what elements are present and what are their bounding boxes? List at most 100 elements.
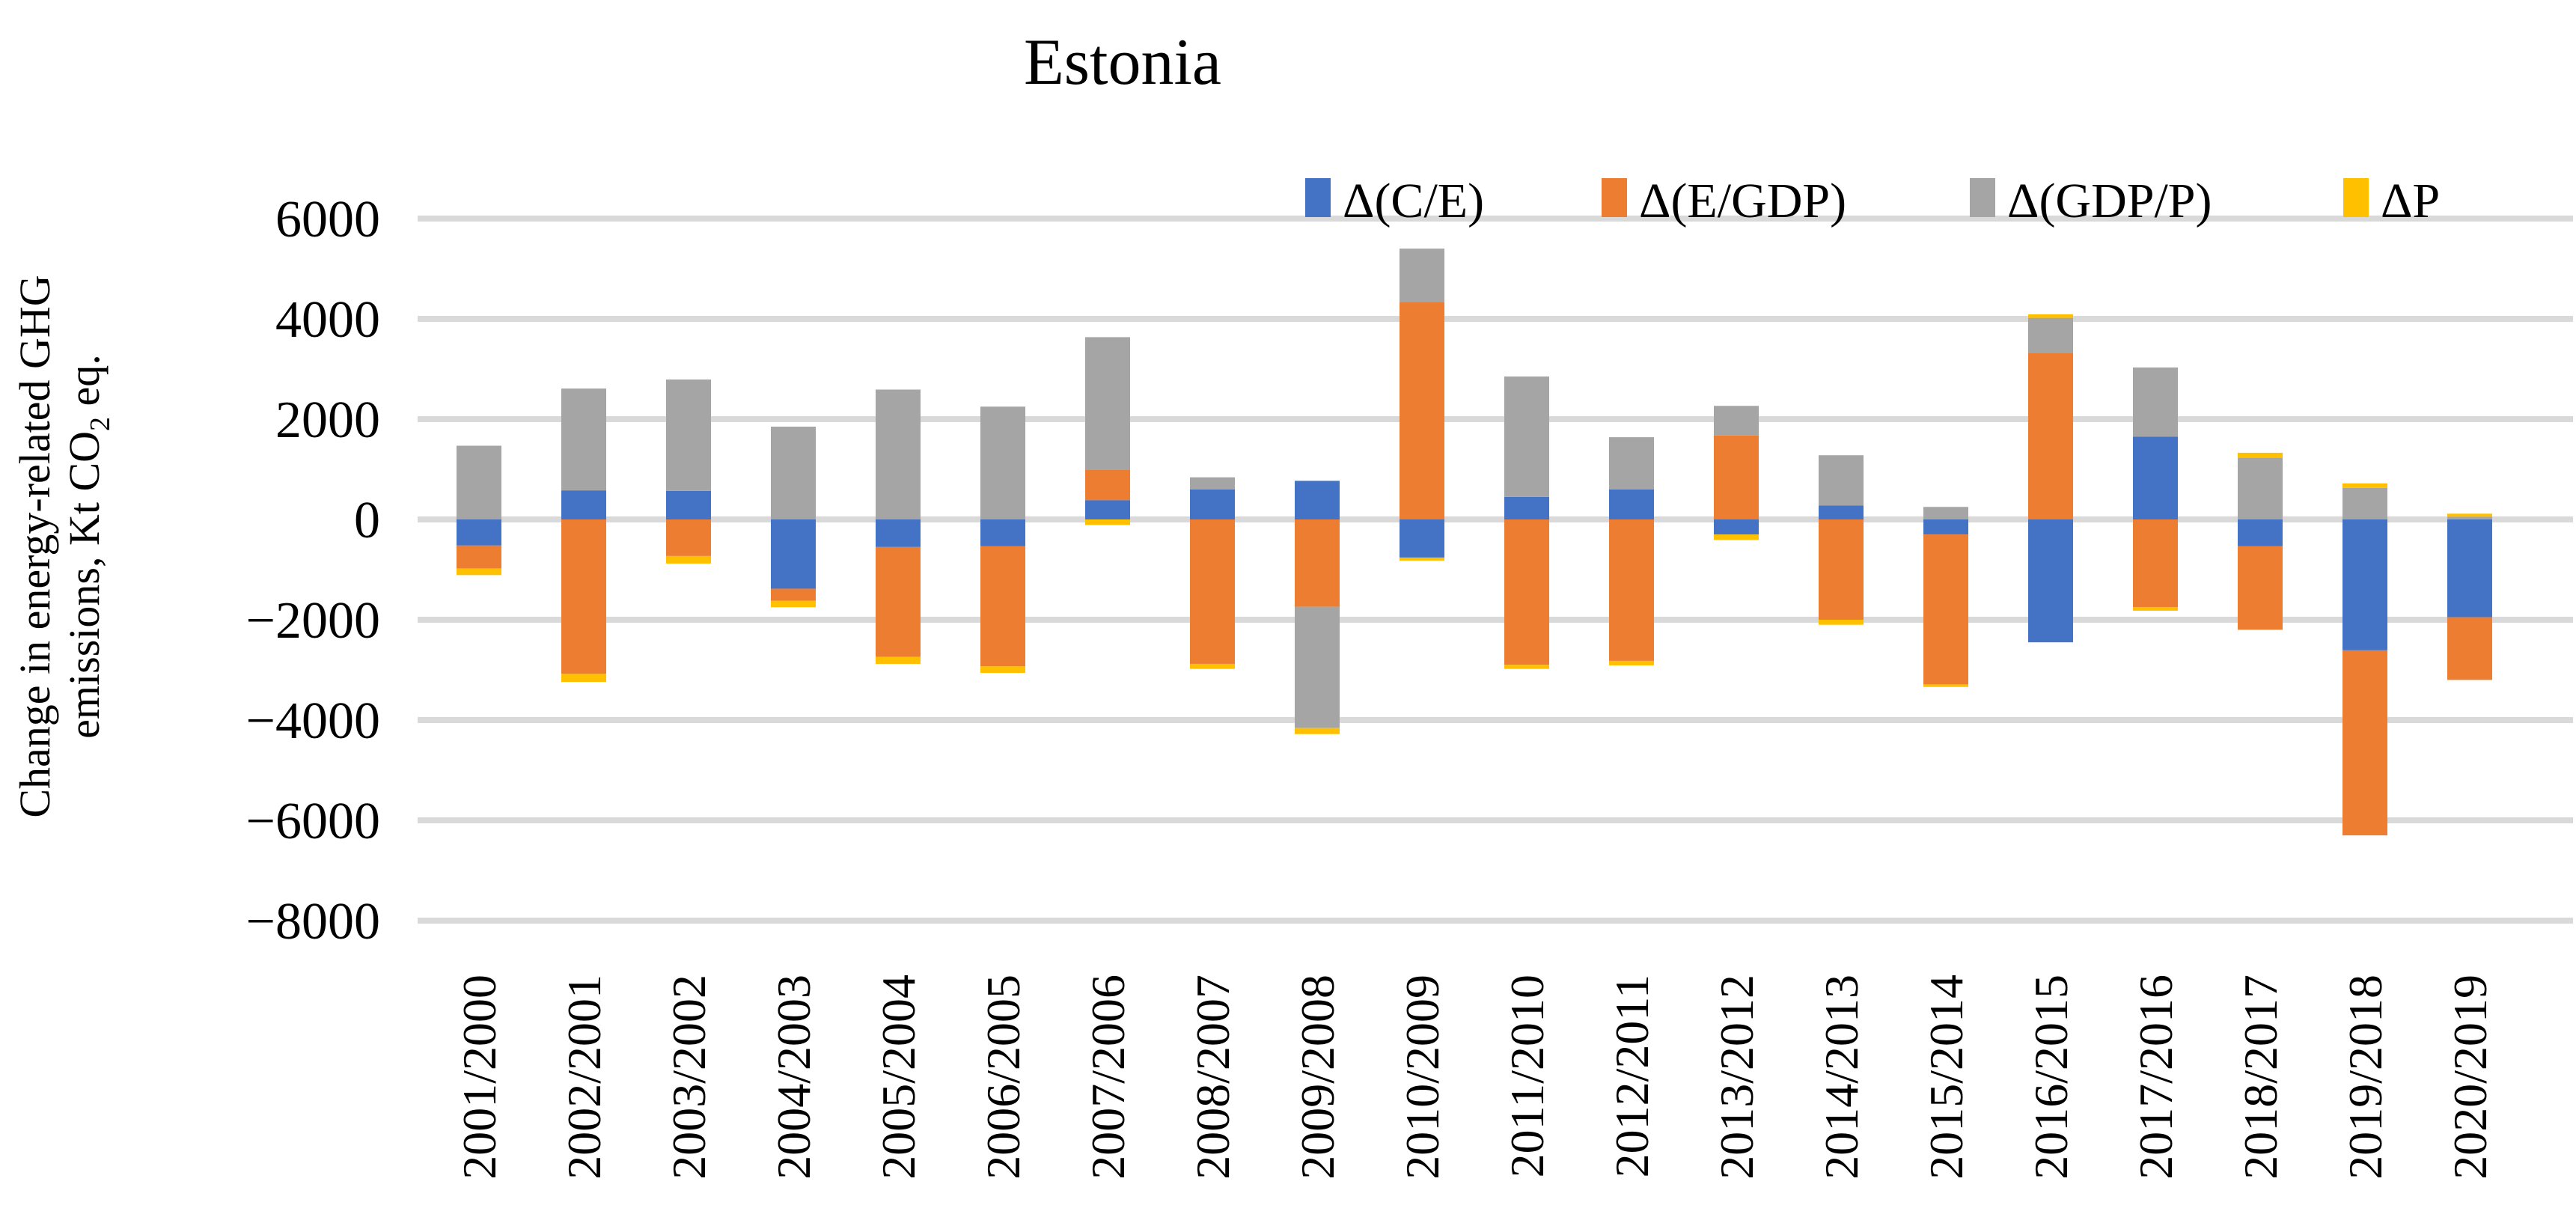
- gridline--2000: [418, 617, 2573, 623]
- bar-segment-2014/2013-Δ(C/E)[interactable]: [1819, 505, 1864, 519]
- bar-segment-2011/2010-ΔP[interactable]: [1504, 665, 1549, 669]
- bar-segment-2003/2002-Δ(GDP/P)[interactable]: [666, 379, 711, 491]
- bar-segment-2003/2002-Δ(E/GDP)[interactable]: [666, 519, 711, 556]
- legend-label-Δ(E/GDP)[interactable]: Δ(E/GDP): [1639, 174, 1846, 228]
- bar-segment-2016/2015-Δ(GDP/P)[interactable]: [2028, 317, 2073, 353]
- y-axis-tick-labels: 6000 4000 2000 0 −2000 −4000 −6000 −8000: [246, 191, 380, 951]
- bar-segment-2007/2006-Δ(C/E)[interactable]: [1085, 500, 1130, 519]
- bar-segment-2019/2018-Δ(C/E)[interactable]: [2342, 519, 2387, 650]
- bar-segment-2014/2013-ΔP[interactable]: [1819, 620, 1864, 625]
- bar-segment-2003/2002-ΔP[interactable]: [666, 555, 711, 564]
- bar-segment-2008/2007-Δ(GDP/P)[interactable]: [1190, 477, 1235, 490]
- bar-segment-2014/2013-Δ(GDP/P)[interactable]: [1819, 455, 1864, 506]
- bar-segment-2017/2016-Δ(C/E)[interactable]: [2133, 436, 2178, 519]
- bar-segment-2012/2011-ΔP[interactable]: [1609, 660, 1654, 665]
- bar-segment-2017/2016-Δ(E/GDP)[interactable]: [2133, 519, 2178, 608]
- bar-segment-2001/2000-Δ(E/GDP)[interactable]: [457, 545, 501, 569]
- bar-segment-2011/2010-Δ(C/E)[interactable]: [1504, 496, 1549, 519]
- bar-segment-2004/2003-ΔP[interactable]: [771, 600, 816, 608]
- x-tick-label-2018/2017: 2018/2017: [2234, 975, 2287, 1180]
- x-tick-label-2006/2005: 2006/2005: [977, 975, 1030, 1180]
- bar-segment-2010/2009-ΔP[interactable]: [1400, 557, 1444, 561]
- bars: [457, 248, 2492, 836]
- bar-segment-2009/2008-ΔP[interactable]: [1295, 728, 1340, 734]
- x-tick-label-2009/2008: 2009/2008: [1291, 975, 1344, 1180]
- bar-segment-2011/2010-Δ(E/GDP)[interactable]: [1504, 519, 1549, 665]
- bar-segment-2013/2012-Δ(GDP/P)[interactable]: [1714, 406, 1759, 436]
- x-tick-label-2016/2015: 2016/2015: [2024, 975, 2078, 1180]
- bar-segment-2004/2003-Δ(C/E)[interactable]: [771, 519, 816, 589]
- bar-segment-2017/2016-ΔP[interactable]: [2133, 607, 2178, 611]
- bar-segment-2016/2015-Δ(E/GDP)[interactable]: [2028, 353, 2073, 519]
- bar-segment-2013/2012-Δ(C/E)[interactable]: [1714, 519, 1759, 535]
- bar-segment-2020/2019-Δ(E/GDP)[interactable]: [2447, 617, 2492, 680]
- bar-segment-2006/2005-Δ(E/GDP)[interactable]: [980, 546, 1025, 667]
- bar-segment-2008/2007-Δ(E/GDP)[interactable]: [1190, 519, 1235, 664]
- x-tick-label-2017/2016: 2017/2016: [2129, 975, 2182, 1180]
- bar-segment-2015/2014-Δ(C/E)[interactable]: [1923, 519, 1968, 535]
- legend-label-Δ(C/E)[interactable]: Δ(C/E): [1343, 174, 1484, 228]
- bar-segment-2006/2005-ΔP[interactable]: [980, 666, 1025, 674]
- bar-segment-2015/2014-ΔP[interactable]: [1923, 684, 1968, 687]
- bar-segment-2019/2018-ΔP[interactable]: [2342, 483, 2387, 488]
- bar-segment-2018/2017-ΔP[interactable]: [2238, 452, 2283, 458]
- bar-segment-2007/2006-Δ(GDP/P)[interactable]: [1085, 337, 1130, 470]
- bar-segment-2017/2016-Δ(GDP/P)[interactable]: [2133, 367, 2178, 437]
- bar-segment-2009/2008-Δ(E/GDP)[interactable]: [1295, 519, 1340, 607]
- bar-segment-2020/2019-Δ(C/E)[interactable]: [2447, 519, 2492, 617]
- bar-segment-2006/2005-Δ(C/E)[interactable]: [980, 519, 1025, 546]
- bar-segment-2015/2014-Δ(GDP/P)[interactable]: [1923, 507, 1968, 519]
- bar-segment-2016/2015-Δ(C/E)[interactable]: [2028, 519, 2073, 643]
- bar-segment-2008/2007-ΔP[interactable]: [1190, 663, 1235, 669]
- bar-segment-2007/2006-Δ(E/GDP)[interactable]: [1085, 469, 1130, 501]
- legend-swatch-ΔP[interactable]: [2343, 178, 2369, 217]
- bar-segment-2004/2003-Δ(E/GDP)[interactable]: [771, 588, 816, 601]
- legend-swatch-Δ(GDP/P)[interactable]: [1970, 178, 1995, 217]
- bar-segment-2010/2009-Δ(E/GDP)[interactable]: [1400, 302, 1444, 519]
- bar-segment-2012/2011-Δ(GDP/P)[interactable]: [1609, 437, 1654, 490]
- bar-segment-2013/2012-ΔP[interactable]: [1714, 534, 1759, 540]
- bar-segment-2002/2001-Δ(GDP/P)[interactable]: [561, 388, 606, 491]
- legend-swatch-Δ(C/E)[interactable]: [1305, 178, 1331, 217]
- bar-segment-2016/2015-ΔP[interactable]: [2028, 314, 2073, 318]
- bar-segment-2020/2019-Δ(GDP/P)[interactable]: [2447, 516, 2492, 519]
- bar-segment-2003/2002-Δ(C/E)[interactable]: [666, 490, 711, 519]
- legend-swatch-Δ(E/GDP)[interactable]: [1602, 178, 1627, 217]
- bar-segment-2010/2009-Δ(GDP/P)[interactable]: [1400, 248, 1444, 302]
- bar-segment-2005/2004-Δ(GDP/P)[interactable]: [876, 389, 921, 519]
- bar-segment-2012/2011-Δ(E/GDP)[interactable]: [1609, 519, 1654, 661]
- bar-segment-2009/2008-Δ(GDP/P)[interactable]: [1295, 606, 1340, 728]
- bar-segment-2002/2001-Δ(E/GDP)[interactable]: [561, 519, 606, 674]
- bar-segment-2005/2004-ΔP[interactable]: [876, 656, 921, 664]
- legend-label-ΔP[interactable]: ΔP: [2381, 174, 2440, 228]
- x-tick-label-2005/2004: 2005/2004: [872, 975, 925, 1180]
- bar-segment-2002/2001-ΔP[interactable]: [561, 674, 606, 683]
- bar-segment-2014/2013-Δ(E/GDP)[interactable]: [1819, 519, 1864, 620]
- bar-segment-2011/2010-Δ(GDP/P)[interactable]: [1504, 376, 1549, 497]
- gridline-4000: [418, 316, 2573, 322]
- bar-segment-2012/2011-Δ(C/E)[interactable]: [1609, 489, 1654, 519]
- bar-segment-2002/2001-Δ(C/E)[interactable]: [561, 490, 606, 519]
- x-tick-label-2019/2018: 2019/2018: [2339, 975, 2392, 1180]
- bar-segment-2018/2017-Δ(GDP/P)[interactable]: [2238, 457, 2283, 519]
- bar-segment-2009/2008-Δ(C/E)[interactable]: [1295, 481, 1340, 519]
- bar-segment-2019/2018-Δ(GDP/P)[interactable]: [2342, 487, 2387, 519]
- bar-segment-2006/2005-Δ(GDP/P)[interactable]: [980, 406, 1025, 519]
- bar-segment-2004/2003-Δ(GDP/P)[interactable]: [771, 427, 816, 519]
- bar-segment-2005/2004-Δ(C/E)[interactable]: [876, 519, 921, 547]
- bar-segment-2001/2000-Δ(GDP/P)[interactable]: [457, 445, 501, 519]
- bar-segment-2019/2018-Δ(E/GDP)[interactable]: [2342, 650, 2387, 836]
- bar-segment-2001/2000-Δ(C/E)[interactable]: [457, 519, 501, 546]
- bar-segment-2005/2004-Δ(E/GDP)[interactable]: [876, 546, 921, 657]
- bar-segment-2015/2014-Δ(E/GDP)[interactable]: [1923, 534, 1968, 685]
- gridlines: [418, 216, 2573, 924]
- bar-segment-2008/2007-Δ(C/E)[interactable]: [1190, 489, 1235, 519]
- bar-segment-2001/2000-ΔP[interactable]: [457, 568, 501, 576]
- bar-segment-2018/2017-Δ(E/GDP)[interactable]: [2238, 546, 2283, 630]
- bar-segment-2020/2019-ΔP[interactable]: [2447, 513, 2492, 517]
- legend-label-Δ(GDP/P)[interactable]: Δ(GDP/P): [2007, 174, 2212, 228]
- bar-segment-2010/2009-Δ(C/E)[interactable]: [1400, 519, 1444, 558]
- bar-segment-2018/2017-Δ(C/E)[interactable]: [2238, 519, 2283, 546]
- bar-segment-2007/2006-ΔP[interactable]: [1085, 519, 1130, 525]
- bar-segment-2013/2012-Δ(E/GDP)[interactable]: [1714, 435, 1759, 519]
